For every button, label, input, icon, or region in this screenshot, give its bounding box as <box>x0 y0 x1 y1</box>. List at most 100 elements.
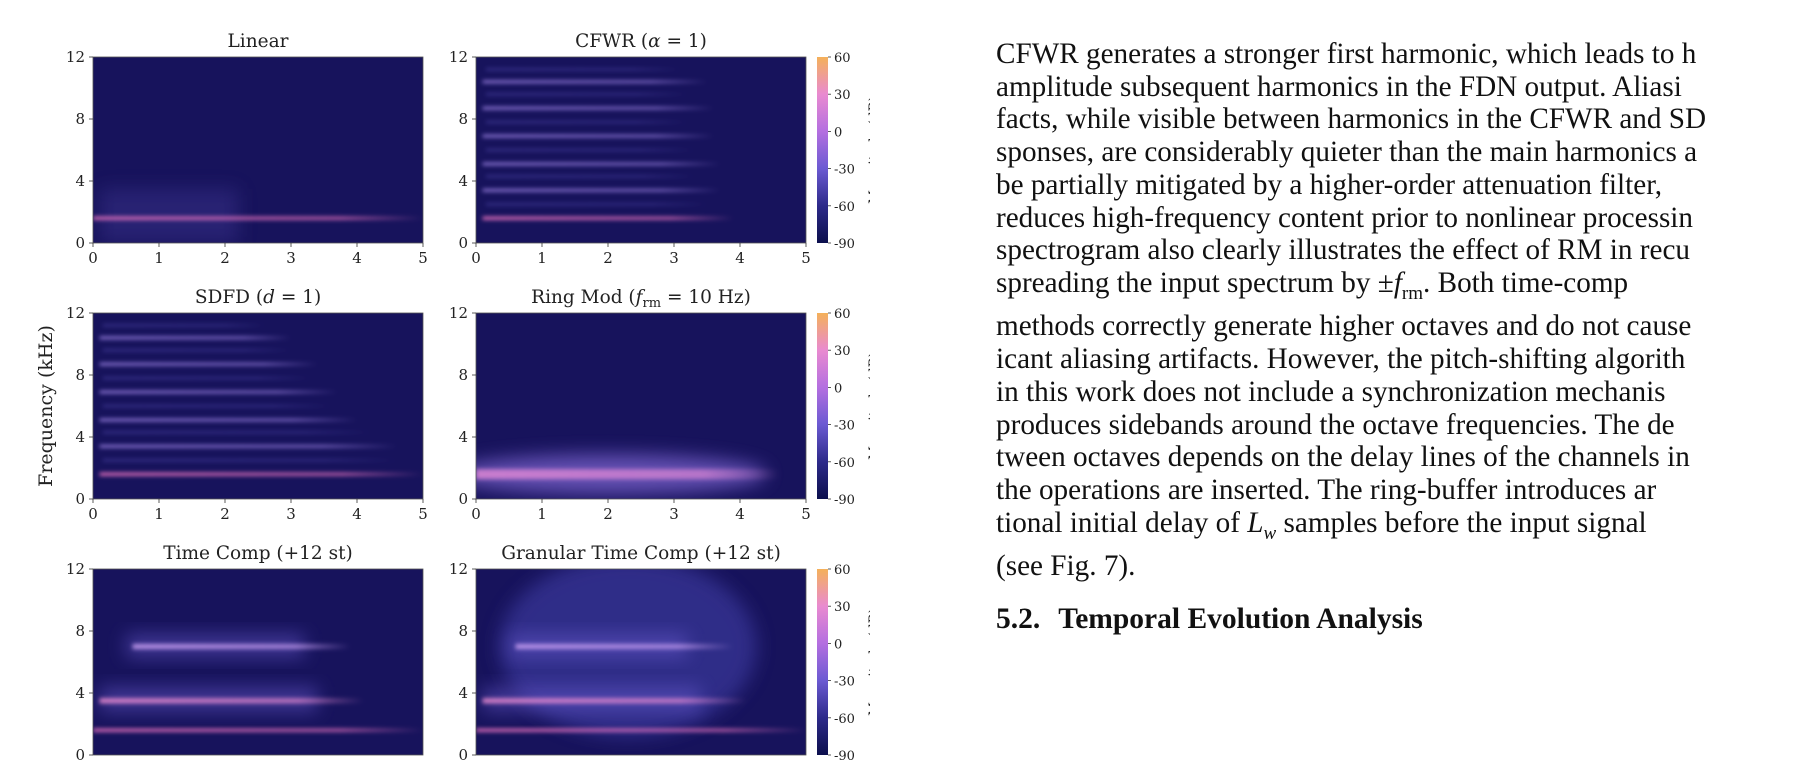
x-tick-label: 5 <box>418 505 428 523</box>
colorbar-tick-label: -90 <box>834 237 855 252</box>
colorbar-tick-label: 60 <box>834 51 851 66</box>
spectrogram-panel <box>472 56 831 247</box>
colorbar-tick-label: 0 <box>834 381 842 396</box>
math-subscript: w <box>1263 522 1277 544</box>
alias-band <box>485 149 694 151</box>
alias-band <box>485 93 688 96</box>
y-tick-label: 4 <box>75 172 85 190</box>
colorbar-tick-label: -60 <box>834 456 855 471</box>
harmonic-band <box>476 728 806 732</box>
panel-frame <box>92 568 424 756</box>
y-tick-label: 12 <box>66 304 85 322</box>
harmonic-band <box>482 80 707 84</box>
alias-band <box>485 203 707 206</box>
colorbar-tick-label: -30 <box>834 419 855 434</box>
text-line: CFWR generates a stronger first harmonic… <box>996 38 1697 70</box>
harmonic-band <box>99 362 318 366</box>
text-line-with-math: tional initial delay of Lw samples befor… <box>996 507 1800 551</box>
y-tick-label: 4 <box>458 172 468 190</box>
section-heading: 5.2. Temporal Evolution Analysis <box>996 603 1800 636</box>
octave-band <box>99 698 364 704</box>
x-tick-label: 1 <box>537 505 547 523</box>
octave-band <box>132 644 351 649</box>
spectrogram-figure: Linear 12 8 4 0 0 1 2 3 4 5 CFWR (α = 1) 12 8 4 0 0 1 2 3 4 5… <box>0 0 883 764</box>
harmonic-band <box>99 444 397 448</box>
spectrogram-panel <box>89 56 424 247</box>
colorbar-tick-label: -60 <box>834 712 855 727</box>
x-tick-label: 4 <box>735 505 745 523</box>
x-tick-label: 2 <box>220 249 230 267</box>
section-number: 5.2. <box>996 602 1041 635</box>
text-line: sponses, are considerably quieter than t… <box>996 136 1698 169</box>
text-line: produces sidebands around the octave fre… <box>996 408 1675 441</box>
spectrogram-panel <box>89 568 424 756</box>
text-line: spectrogram also clearly illustrates the… <box>996 234 1691 267</box>
harmonic-band <box>99 390 338 394</box>
spectrogram-content <box>93 188 423 243</box>
colorbar-tick-label: 60 <box>834 307 851 322</box>
y-tick-label: 8 <box>75 110 85 128</box>
x-tick-label: 1 <box>537 249 547 267</box>
y-tick-label: 4 <box>75 684 85 702</box>
harmonic-band <box>99 418 357 422</box>
panel-frame <box>475 312 807 500</box>
harmonic-band <box>482 188 721 192</box>
spectrogram-background <box>93 569 423 755</box>
panel-title-text: Time Comp (+12 st) <box>163 543 352 564</box>
y-tick-label: 0 <box>458 746 468 762</box>
x-tick-label: 0 <box>88 249 98 267</box>
text-line-with-math: spreading the input spectrum by ±frm. Bo… <box>996 267 1800 311</box>
panel-frame <box>92 56 424 244</box>
colorbar-tick-label: -60 <box>834 200 855 215</box>
panel-title: Granular Time Comp (+12 st) <box>501 543 781 564</box>
math-symbol: L <box>1247 506 1264 539</box>
y-tick-label: 0 <box>75 746 85 762</box>
spectrogram-content <box>482 68 734 220</box>
x-tick-label: 3 <box>286 505 296 523</box>
alias-band <box>485 175 694 178</box>
y-tick-label: 0 <box>75 234 85 252</box>
panel-frame <box>475 568 807 756</box>
text-line: tween octaves depends on the delay lines… <box>996 441 1690 474</box>
x-tick-label: 3 <box>669 505 679 523</box>
colorbar-tick-label: 30 <box>834 88 851 103</box>
x-tick-label: 4 <box>352 249 362 267</box>
panel-title: Ring Mod (frm = 10 Hz) <box>531 287 751 311</box>
colorbar-label: Magnitude (dB) <box>867 608 870 716</box>
y-tick-label: 12 <box>66 560 85 578</box>
panel-title: Time Comp (+12 st) <box>163 543 352 564</box>
alias-band <box>102 377 311 380</box>
panel-title-text: = 1) <box>275 287 321 308</box>
colorbar-tick-label: 0 <box>834 125 842 140</box>
x-tick-label: 3 <box>286 249 296 267</box>
y-tick-label: 8 <box>75 366 85 384</box>
x-tick-label: 1 <box>154 505 164 523</box>
y-tick-label: 12 <box>449 304 468 322</box>
y-tick-label: 8 <box>458 110 468 128</box>
alias-band <box>485 68 681 71</box>
x-tick-label: 5 <box>801 505 811 523</box>
panel-title-text: Granular Time Comp (+12 st) <box>501 543 781 564</box>
colorbar-tick-label: -30 <box>834 163 855 178</box>
harmonic-band <box>99 336 291 340</box>
y-tick-label: 8 <box>75 622 85 640</box>
x-tick-label: 4 <box>352 505 362 523</box>
text-line: be partially mitigated by a higher-order… <box>996 168 1663 201</box>
x-tick-label: 0 <box>88 505 98 523</box>
colorbar-tick-label: -90 <box>834 749 855 762</box>
panel-title: Linear <box>228 31 289 52</box>
spectrogram-panel <box>472 568 831 756</box>
spectrogram-panel <box>472 312 831 503</box>
spectrogram-content <box>476 569 806 737</box>
x-tick-label: 0 <box>471 249 481 267</box>
panel-title-math: α <box>648 31 661 52</box>
text-fragment: . Both time-comp <box>1423 266 1629 299</box>
x-tick-label: 5 <box>801 249 811 267</box>
x-tick-label: 1 <box>154 249 164 267</box>
colorbar <box>817 313 828 499</box>
colorbar-tick-label: 60 <box>834 563 851 578</box>
section-title: Temporal Evolution Analysis <box>1058 602 1423 635</box>
x-tick-label: 4 <box>735 249 745 267</box>
y-tick-label: 4 <box>458 684 468 702</box>
